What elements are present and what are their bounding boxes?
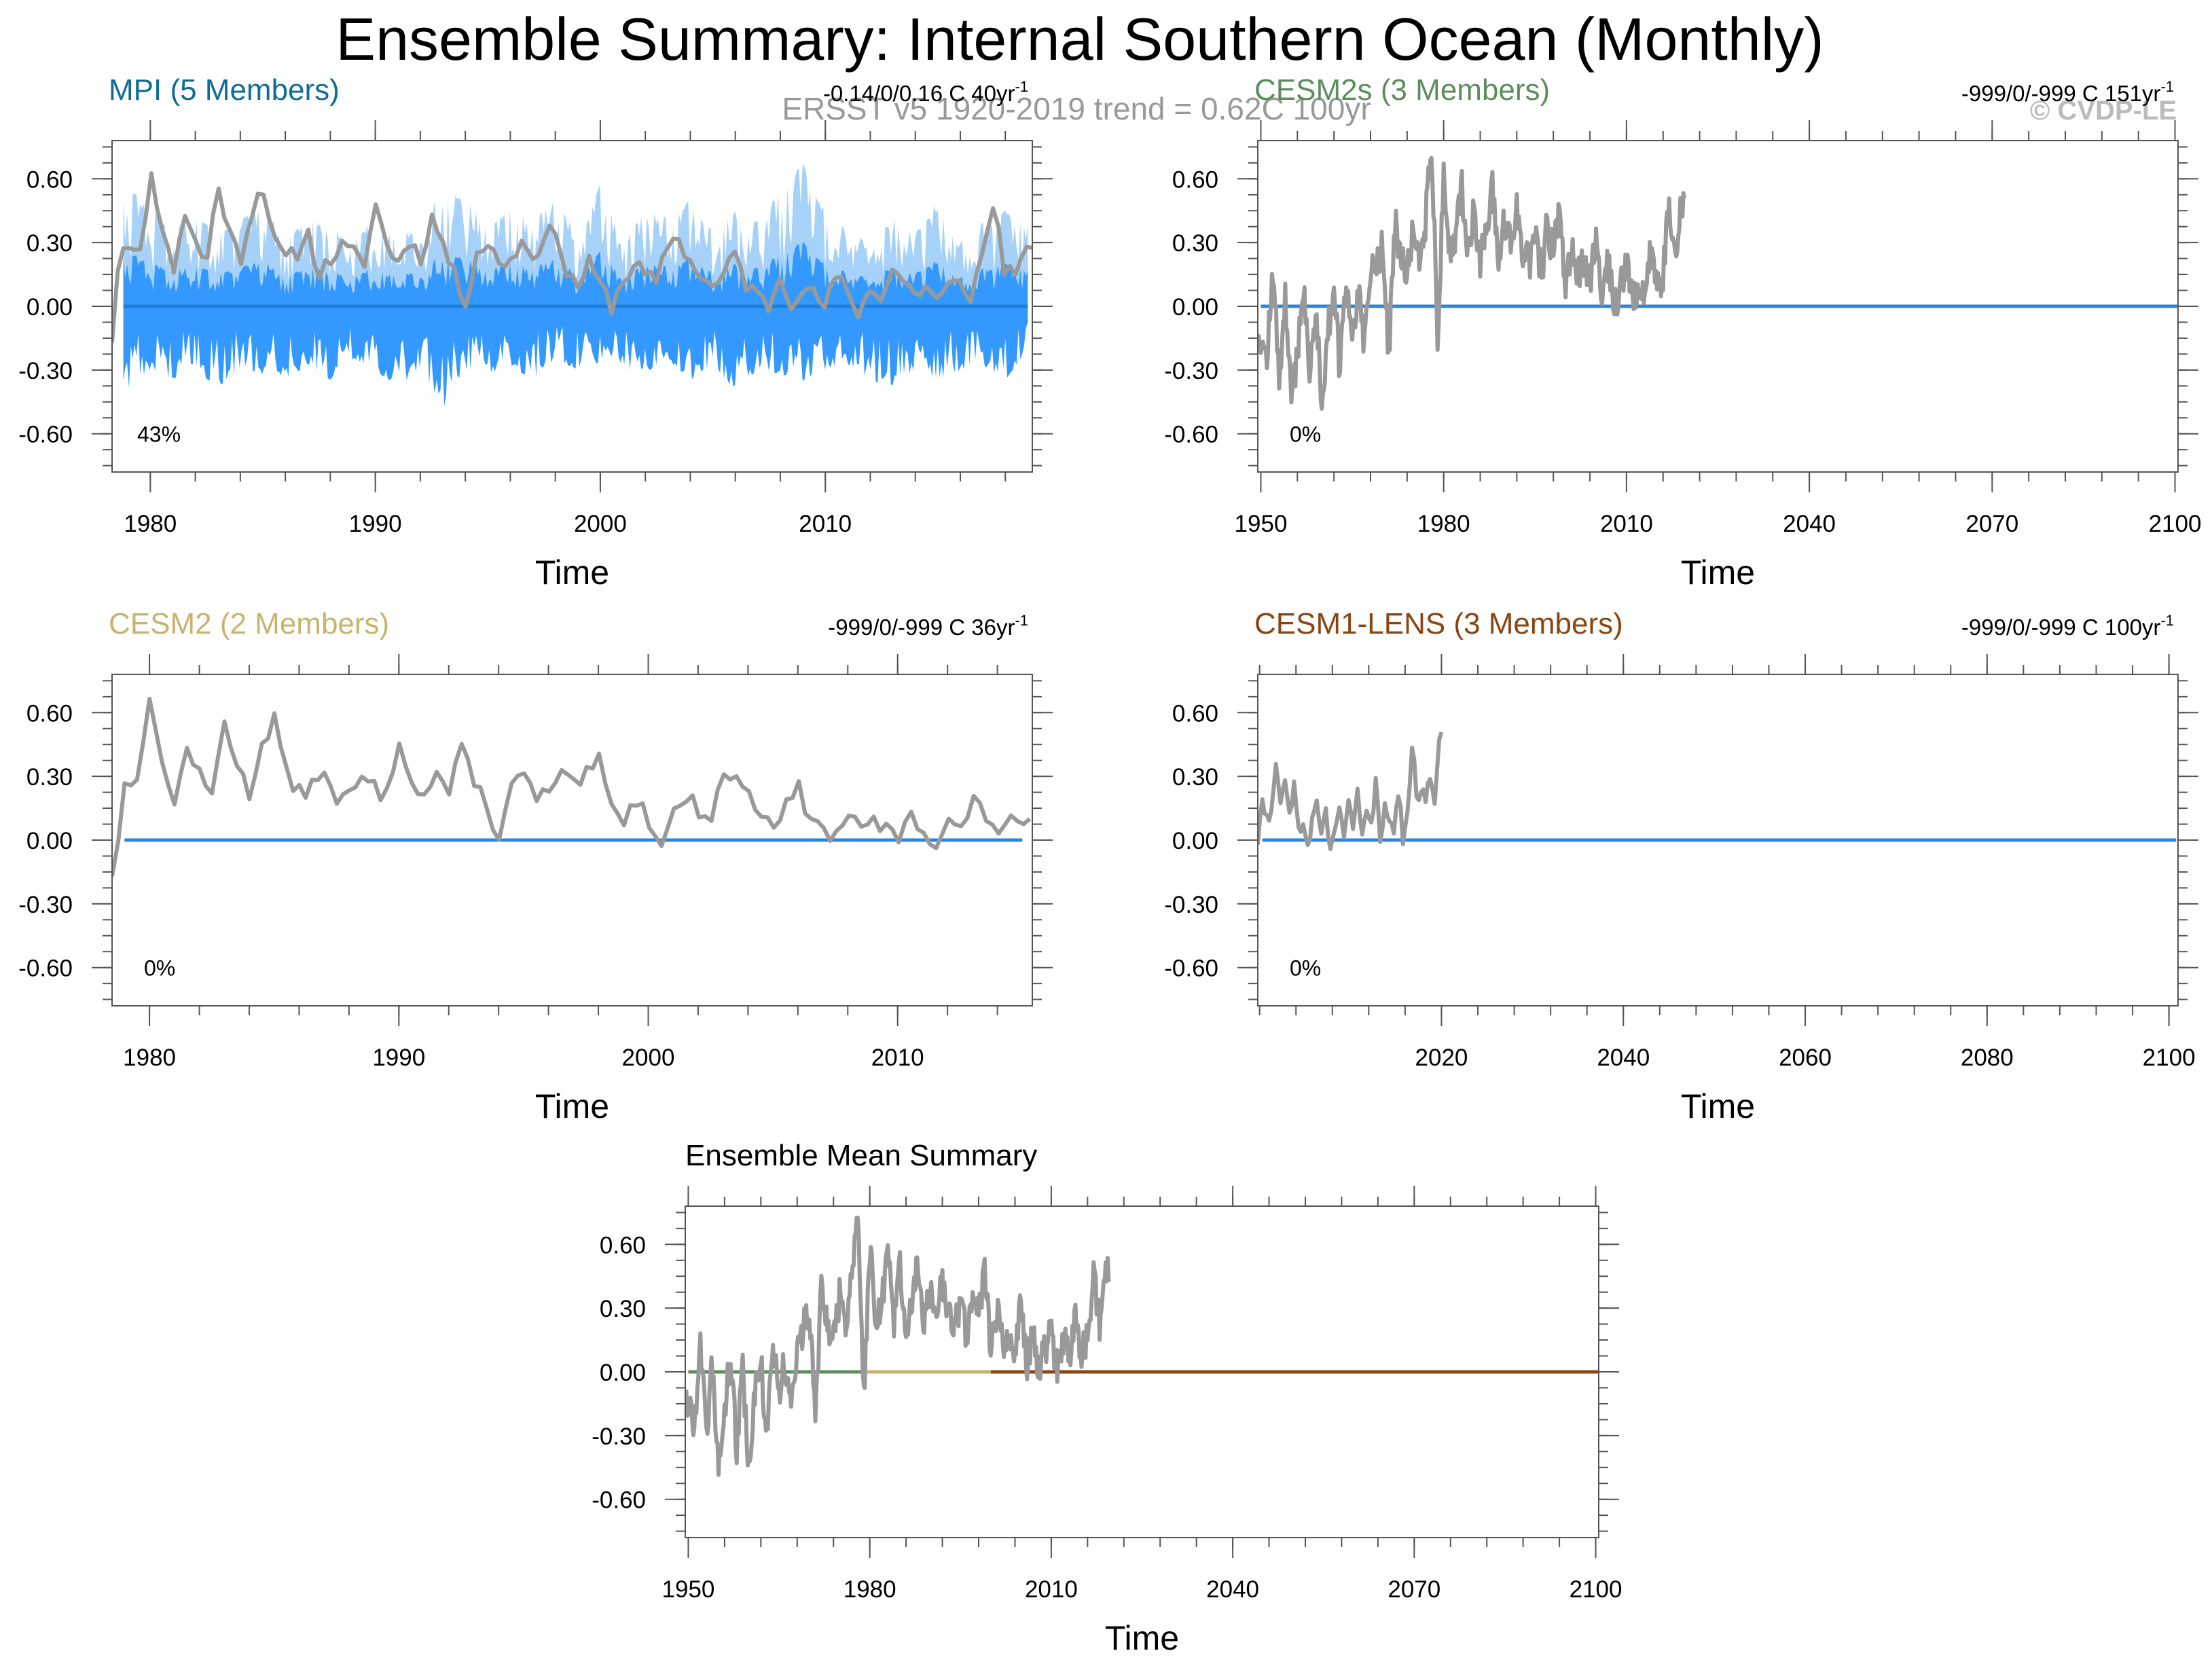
panel-cesm2s: 0.60 0.30 0.00 -0.30 -0.60 1950 1980 2010 2040 20… — [1164, 73, 2201, 592]
y-tick-label: 0.00 — [26, 294, 73, 321]
observation-line — [112, 697, 1032, 877]
x-tick-label: 1950 — [662, 1576, 715, 1603]
x-tick-label: 1980 — [124, 511, 177, 537]
x-tick-label: 1990 — [372, 1045, 425, 1071]
observation-line — [685, 1216, 1111, 1477]
plot-area-cesm2s — [1258, 156, 2178, 411]
y-tick-label: -0.60 — [592, 1487, 646, 1514]
trend-value: -999/0/-999 C 151yr — [1961, 81, 2161, 106]
y-tick-label: -0.60 — [1164, 956, 1218, 982]
y-tick-label: 0.30 — [600, 1296, 646, 1322]
y-tick-label: -0.30 — [18, 892, 73, 918]
trend-exponent: -1 — [2160, 78, 2174, 95]
panel-mpi: 0.60 0.30 0.00 -0.30 -0.60 1980 1990 2000 2010 Ti… — [18, 73, 1053, 592]
y-tick-label: 0.60 — [26, 166, 73, 193]
y-tick-label: 0.00 — [1172, 294, 1218, 321]
x-axis-label: Time — [1681, 1087, 1755, 1125]
x-tick-label: 2040 — [1206, 1576, 1259, 1603]
trend-label: -999/0/-999 C 36yr-1 — [828, 612, 1028, 640]
y-tick-label: 0.30 — [26, 764, 73, 791]
x-tick-label: 1980 — [123, 1045, 176, 1071]
x-tick-label: 1990 — [349, 511, 402, 537]
x-axis-label: Time — [535, 1087, 609, 1125]
y-tick-label: 0.00 — [1172, 828, 1218, 854]
y-tick-label: -0.30 — [18, 358, 73, 384]
panel-cesm1: 0.60 0.30 0.00 -0.30 -0.60 2020 2040 2060 2080 21… — [1164, 607, 2198, 1125]
y-tick-label: 0.60 — [600, 1232, 646, 1258]
observation-line — [112, 171, 1032, 343]
panel-title: Ensemble Mean Summary — [685, 1139, 1037, 1172]
y-tick-label: -0.60 — [18, 956, 73, 982]
trend-label: -999/0/-999 C 151yr-1 — [1961, 78, 2174, 106]
x-tick-label: 2100 — [2149, 511, 2202, 537]
y-tick-label: -0.60 — [18, 422, 73, 448]
trend-label: -999/0/-999 C 100yr-1 — [1961, 612, 2174, 640]
panel-summary: 0.60 0.30 0.00 -0.30 -0.60 1950 1980 2010 2040 20… — [592, 1139, 1622, 1657]
y-tick-label: 0.30 — [26, 230, 73, 257]
trend-value: -999/0/-999 C 100yr — [1961, 615, 2161, 640]
x-tick-label: 2010 — [871, 1045, 924, 1071]
y-tick-label: 0.60 — [26, 700, 73, 727]
x-tick-label: 1950 — [1235, 511, 1288, 537]
x-tick-label: 2020 — [1415, 1045, 1468, 1071]
x-tick-label: 2070 — [1965, 511, 2018, 537]
x-tick-label: 2000 — [622, 1045, 675, 1071]
x-axis-label: Time — [535, 553, 609, 592]
y-tick-label: -0.60 — [1164, 422, 1218, 448]
trend-value: -0.14/0/0.16 C 40yr — [823, 81, 1015, 106]
x-tick-label: 2010 — [1600, 511, 1653, 537]
spread-fill-dark — [123, 242, 1028, 406]
observation-line — [1258, 731, 1444, 852]
panel-cesm2: 0.60 0.30 0.00 -0.30 -0.60 1980 1990 2000 2010 Ti… — [18, 607, 1053, 1125]
trend-exponent: -1 — [1015, 612, 1028, 629]
plot-area-summary — [685, 1216, 1599, 1477]
trend-label: -0.14/0/0.16 C 40yr-1 — [823, 78, 1028, 106]
percent-label: 43% — [137, 422, 181, 447]
x-tick-label: 2010 — [1025, 1576, 1078, 1603]
x-tick-label: 2060 — [1779, 1045, 1832, 1071]
y-tick-label: 0.30 — [1172, 764, 1218, 791]
x-tick-label: 1980 — [1417, 511, 1470, 537]
panel-title: CESM1-LENS (3 Members) — [1254, 607, 1623, 640]
plot-area-mpi — [112, 164, 1032, 406]
percent-label: 0% — [1290, 956, 1321, 981]
x-tick-label: 2100 — [2143, 1045, 2196, 1071]
plot-area-cesm1 — [1258, 731, 2177, 852]
y-tick-label: 0.60 — [1172, 700, 1218, 727]
x-tick-label: 2040 — [1783, 511, 1836, 537]
panel-title: MPI (5 Members) — [109, 73, 340, 107]
percent-label: 0% — [1290, 422, 1321, 447]
trend-exponent: -1 — [1015, 78, 1028, 95]
trend-value: -999/0/-999 C 36yr — [828, 615, 1015, 640]
x-axis-label: Time — [1105, 1619, 1179, 1657]
x-tick-label: 2040 — [1597, 1045, 1650, 1071]
x-axis-label: Time — [1681, 553, 1755, 592]
panel-title: CESM2 (2 Members) — [109, 607, 389, 640]
observation-trend-note: ERSST v5 1920-2019 trend = 0.62C 100yr — [782, 91, 1371, 126]
trend-exponent: -1 — [2160, 612, 2174, 629]
x-tick-label: 2100 — [1570, 1576, 1622, 1603]
percent-label: 0% — [144, 956, 175, 981]
y-tick-label: 0.00 — [26, 828, 73, 854]
x-tick-label: 2000 — [574, 511, 627, 537]
x-tick-label: 2070 — [1388, 1576, 1440, 1603]
x-tick-label: 1980 — [844, 1576, 896, 1603]
x-tick-label: 2080 — [1961, 1045, 2014, 1071]
y-tick-label: -0.30 — [1164, 892, 1218, 918]
copyright-label: © CVDP-LE — [2030, 96, 2177, 126]
panel-title: CESM2s (3 Members) — [1254, 73, 1550, 107]
y-tick-label: -0.30 — [1164, 358, 1218, 384]
y-tick-label: 0.00 — [600, 1360, 646, 1386]
y-tick-label: 0.60 — [1172, 166, 1218, 193]
y-tick-label: -0.30 — [592, 1423, 646, 1450]
y-tick-label: 0.30 — [1172, 230, 1218, 257]
x-tick-label: 2010 — [799, 511, 852, 537]
plot-area-cesm2 — [112, 697, 1032, 877]
page-title: Ensemble Summary: Internal Southern Ocea… — [336, 5, 1824, 73]
observation-line — [1258, 156, 1687, 411]
